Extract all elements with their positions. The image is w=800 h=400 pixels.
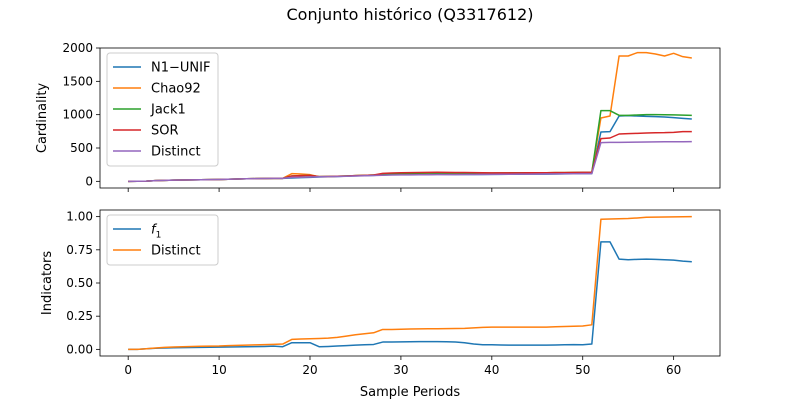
y-tick-label: 2000 [62,41,93,55]
figure-title: Conjunto histórico (Q3317612) [287,5,534,24]
y-tick-label: 0.75 [66,243,93,257]
legend-label: SOR [151,124,179,139]
legend: N1−UNIF Chao92 Jack1 SOR Distinct [106,52,219,167]
series-line-4 [128,140,692,183]
x-tick-label: 0 [124,363,132,377]
legend-label: N1−UNIF [151,61,210,76]
y-tick-label: 500 [70,141,93,155]
x-tick-label: 60 [666,363,681,377]
legend-label: Jack1 [150,103,186,118]
x-tick-label: 40 [484,363,499,377]
legend-box [106,52,219,167]
x-axis-label: Sample Periods [360,385,460,400]
y-tick-label: 1500 [62,74,93,88]
y-tick-label: 0.00 [66,342,93,356]
legend: f1 Distinct [106,214,219,266]
y-tick-label: 0 [85,174,93,188]
x-tick-label: 20 [302,363,317,377]
series-line-1 [128,215,692,351]
y-tick-label: 1.00 [66,210,93,224]
legend-label: Distinct [151,244,201,259]
x-tick-label: 30 [393,363,408,377]
legend-label: Distinct [151,145,201,160]
x-tick-label: 50 [575,363,590,377]
y-axis-label: Cardinality [35,83,50,154]
y-axis-label: Indicators [40,251,55,315]
x-tick-label: 10 [211,363,226,377]
cardinality-panel: 0 500 1000 1500 2000 Cardinality N1−UNIF Chao92… [35,41,721,192]
axes-frame [99,47,721,189]
legend-box [106,214,219,266]
indicators-panel: 0 10 20 30 40 50 60 0.00 0.25 0.50 0.75 1.00 Indicat… [40,209,721,377]
legend-label: f1 [151,223,161,241]
y-tick-label: 1000 [62,108,93,122]
legend-label: Chao92 [151,82,201,97]
y-tick-label: 0.50 [66,276,93,290]
y-tick-label: 0.25 [66,309,93,323]
series-line-0 [128,241,692,351]
